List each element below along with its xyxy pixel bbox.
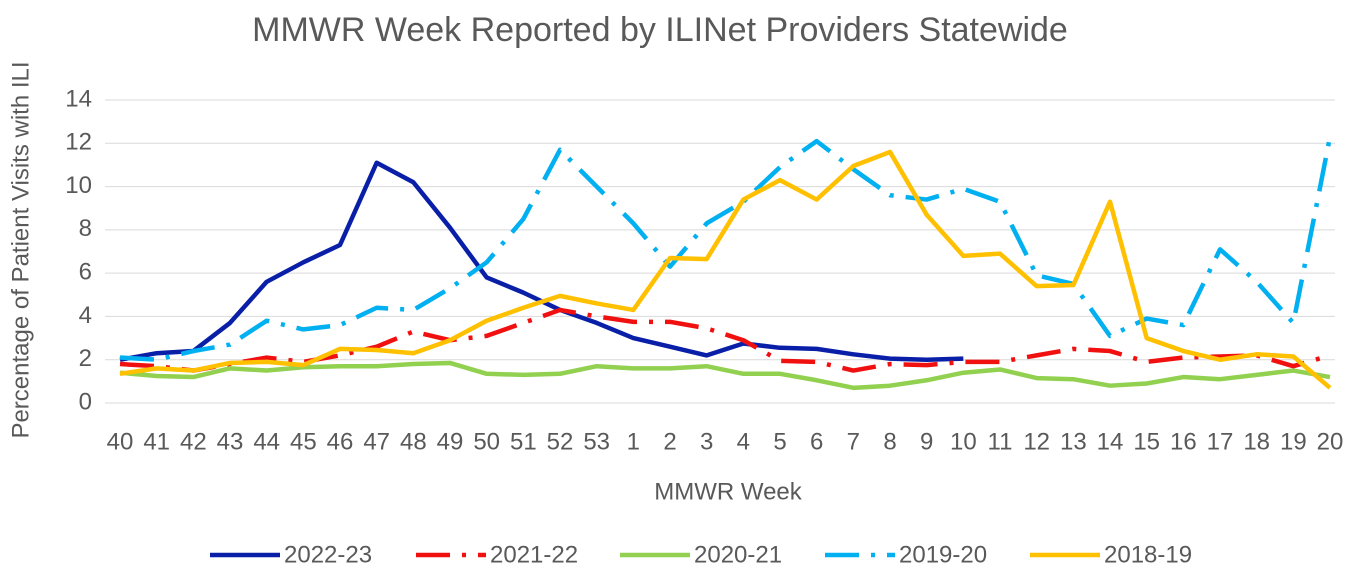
x-tick-label: 43 — [217, 428, 244, 455]
x-tick-label: 7 — [847, 428, 860, 455]
x-tick-label: 14 — [1097, 428, 1124, 455]
x-tick-label: 6 — [810, 428, 823, 455]
y-tick-label: 14 — [65, 85, 92, 112]
x-tick-label: 51 — [510, 428, 537, 455]
y-axis-label: Percentage of Patient Visits with ILI — [7, 61, 34, 438]
y-tick-label: 2 — [79, 345, 92, 372]
x-tick-label: 4 — [737, 428, 750, 455]
x-tick-label: 45 — [290, 428, 317, 455]
y-tick-label: 8 — [79, 215, 92, 242]
legend-label: 2018-19 — [1104, 541, 1192, 568]
y-tick-label: 0 — [79, 388, 92, 415]
x-tick-label: 18 — [1243, 428, 1270, 455]
x-tick-label: 2 — [663, 428, 676, 455]
x-tick-label: 41 — [143, 428, 170, 455]
x-tick-label: 46 — [327, 428, 354, 455]
x-tick-label: 47 — [363, 428, 390, 455]
legend-label: 2021-22 — [490, 541, 578, 568]
legend-label: 2022-23 — [284, 541, 372, 568]
y-tick-label: 4 — [79, 302, 92, 329]
x-tick-label: 9 — [920, 428, 933, 455]
x-tick-label: 44 — [253, 428, 280, 455]
x-tick-label: 40 — [107, 428, 134, 455]
x-tick-label: 1 — [627, 428, 640, 455]
y-tick-label: 12 — [65, 129, 92, 156]
x-tick-label: 48 — [400, 428, 427, 455]
x-axis-label: MMWR Week — [654, 478, 803, 505]
y-tick-label: 6 — [79, 258, 92, 285]
x-tick-label: 15 — [1133, 428, 1160, 455]
x-tick-label: 8 — [883, 428, 896, 455]
x-tick-label: 16 — [1170, 428, 1197, 455]
series-line — [119, 160, 964, 362]
x-tick-label: 17 — [1207, 428, 1234, 455]
x-tick-label: 5 — [773, 428, 786, 455]
x-tick-label: 49 — [437, 428, 464, 455]
x-tick-label: 42 — [180, 428, 207, 455]
series-line — [119, 149, 1332, 390]
x-tick-label: 50 — [473, 428, 500, 455]
x-tick-label: 12 — [1023, 428, 1050, 455]
x-tick-label: 19 — [1280, 428, 1307, 455]
x-tick-label: 20 — [1317, 428, 1344, 455]
series-line — [119, 136, 1333, 362]
x-tick-label: 52 — [547, 428, 574, 455]
legend-label: 2020-21 — [694, 541, 782, 568]
series-line — [119, 360, 1331, 391]
x-tick-label: 11 — [988, 428, 1013, 455]
y-tick-label: 10 — [65, 172, 92, 199]
x-tick-label: 3 — [700, 428, 713, 455]
chart-title: MMWR Week Reported by ILINet Providers S… — [252, 11, 1068, 49]
x-tick-label: 13 — [1060, 428, 1087, 455]
x-tick-label: 53 — [583, 428, 610, 455]
legend-label: 2019-20 — [899, 541, 987, 568]
x-tick-label: 10 — [950, 428, 977, 455]
